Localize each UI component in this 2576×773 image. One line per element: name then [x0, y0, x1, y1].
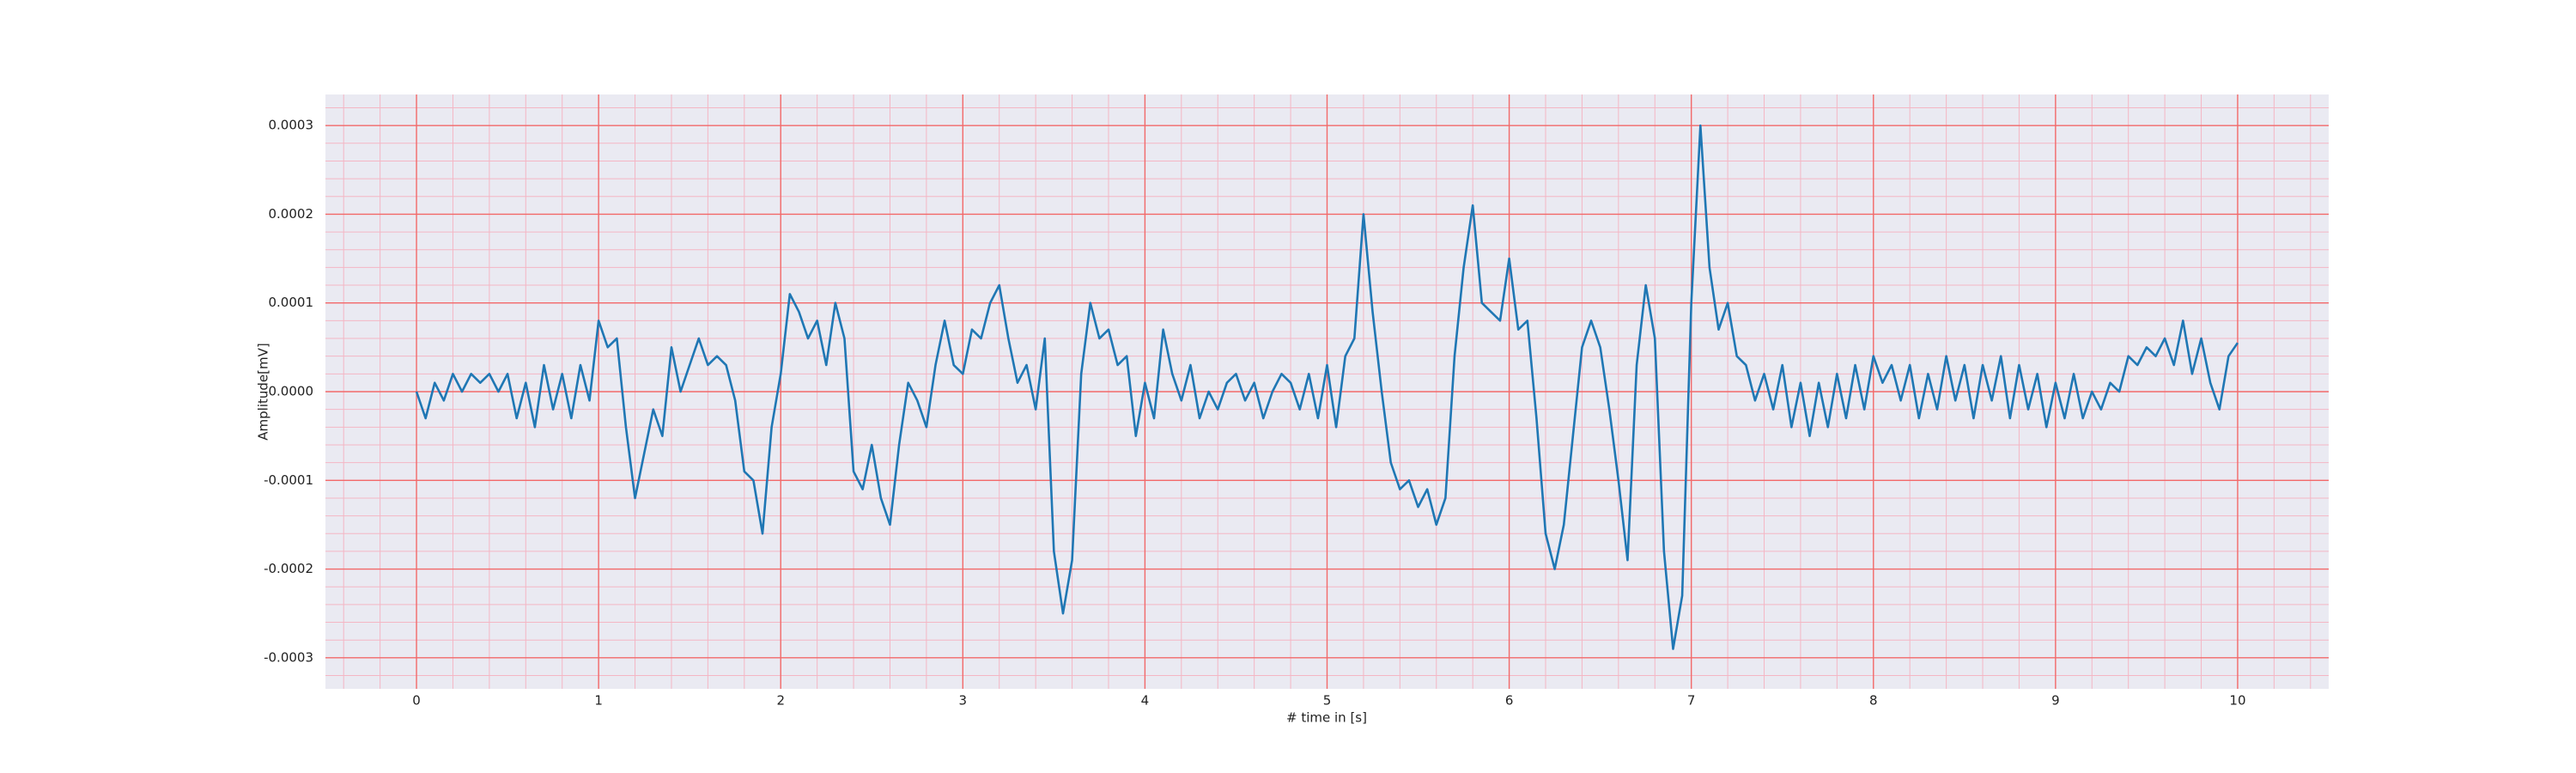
x-tick-label: 3: [959, 693, 968, 709]
x-tick-label: 1: [594, 693, 603, 709]
x-tick-label: 9: [2051, 693, 2060, 709]
x-tick-label: 2: [776, 693, 785, 709]
x-tick-label: 4: [1141, 693, 1150, 709]
x-tick-label: 10: [2229, 693, 2245, 709]
x-tick-label: 5: [1323, 693, 1332, 709]
x-tick-label: 7: [1687, 693, 1696, 709]
x-axis-label: # time in [s]: [1286, 710, 1367, 726]
y-tick-label: -0.0003: [264, 649, 313, 665]
y-tick-label: 0.0001: [269, 295, 314, 310]
y-tick-label: 0.0002: [269, 206, 314, 222]
y-tick-label: -0.0001: [264, 472, 313, 488]
major-grid: [325, 94, 2329, 689]
y-tick-label: 0.0000: [269, 384, 314, 399]
x-tick-label: 0: [412, 693, 421, 709]
y-axis-label: Amplitude[mV]: [256, 343, 271, 440]
signal-line: [415, 124, 2239, 650]
y-tick-label: 0.0003: [269, 118, 314, 133]
x-tick-label: 8: [1869, 693, 1878, 709]
data-layer: [415, 124, 2239, 650]
y-tick-label: -0.0002: [264, 561, 313, 576]
x-tick-label: 6: [1505, 693, 1514, 709]
